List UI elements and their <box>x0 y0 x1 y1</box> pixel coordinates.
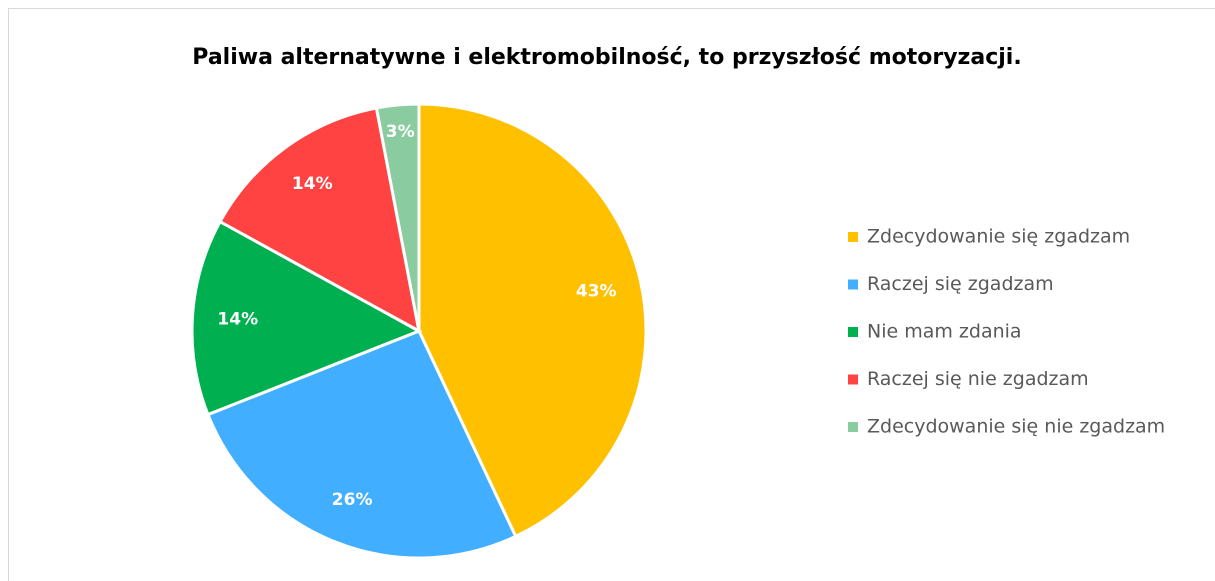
legend-label: Zdecydowanie się nie zgadzam <box>867 416 1165 438</box>
pie-slice <box>205 329 518 560</box>
legend-label: Zdecydowanie się zgadzam <box>867 226 1130 248</box>
pie-slice <box>218 106 422 334</box>
value-label: 14% <box>217 310 258 330</box>
legend-swatch <box>848 327 858 337</box>
value-label: 26% <box>332 490 373 510</box>
pie-slice <box>190 219 423 417</box>
legend-swatch <box>848 279 858 290</box>
value-label: 3% <box>386 122 415 142</box>
legend-swatch <box>848 374 858 385</box>
value-label: 14% <box>292 174 333 194</box>
value-label: 43% <box>576 281 617 301</box>
legend-label: Raczej się zgadzam <box>867 273 1054 295</box>
pie-slice <box>417 102 648 539</box>
legend-label: Nie mam zdania <box>867 321 1022 343</box>
legend-swatch <box>848 232 858 242</box>
chart-title: Paliwa alternatywne i elektromobilność, … <box>192 45 1021 70</box>
pie-slice <box>374 102 421 332</box>
legend-label: Raczej się nie zgadzam <box>867 368 1089 390</box>
legend-swatch <box>848 422 858 432</box>
